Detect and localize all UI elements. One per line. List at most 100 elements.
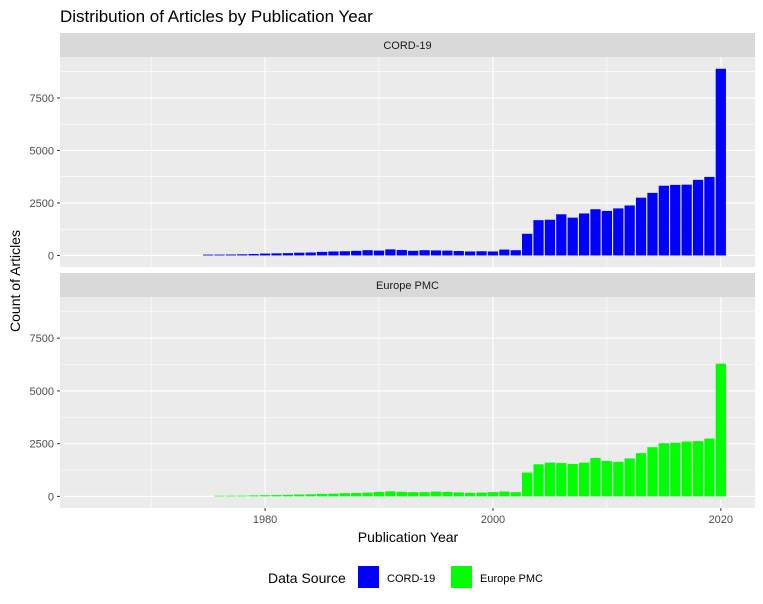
bar <box>624 458 635 497</box>
bar <box>339 251 350 256</box>
y-axis-title: Count of Articles <box>7 230 23 332</box>
bar <box>453 492 464 497</box>
bar <box>487 251 499 256</box>
bar <box>271 495 282 497</box>
bar <box>328 251 339 256</box>
bar <box>214 254 225 256</box>
bar <box>522 233 533 256</box>
bar <box>601 210 613 256</box>
bar <box>259 253 271 256</box>
bar <box>624 205 635 256</box>
bar <box>351 250 362 256</box>
bar <box>430 250 442 256</box>
bar <box>544 219 556 256</box>
y-tick-label: 2500 <box>30 198 54 210</box>
bar <box>522 472 533 497</box>
y-tick-label: 7500 <box>30 333 54 345</box>
bar <box>214 495 225 497</box>
bar <box>385 491 396 497</box>
bar <box>658 185 669 256</box>
facet-panel: Europe PMC 0 2500 5000 7500 <box>30 273 755 508</box>
bar <box>647 192 658 256</box>
bar <box>658 443 669 497</box>
bar <box>282 494 293 497</box>
y-tick-label: 7500 <box>30 93 54 105</box>
bar <box>601 460 613 497</box>
bar <box>442 491 453 497</box>
bar <box>590 457 601 497</box>
bar <box>465 492 476 497</box>
x-axis: 1980 2000 2020 <box>253 508 733 526</box>
bar <box>237 254 248 256</box>
bar <box>465 251 476 256</box>
bar <box>408 492 419 497</box>
bar <box>487 492 499 497</box>
bar <box>715 68 726 256</box>
bar <box>647 447 658 497</box>
bar <box>396 491 407 497</box>
bar <box>453 251 464 256</box>
bar <box>294 494 305 497</box>
bar <box>692 179 704 256</box>
bar <box>248 253 259 256</box>
bar <box>225 254 237 256</box>
facet-strip-label: Europe PMC <box>376 280 439 292</box>
bar <box>613 208 624 256</box>
y-tick-label: 2500 <box>30 439 54 451</box>
panels-layer: CORD-19 0 2500 5000 7500 Europe PMC 0 2500 5000 7… <box>30 33 755 508</box>
bar <box>476 251 487 256</box>
bar <box>237 495 248 497</box>
bar <box>670 184 681 256</box>
bar <box>316 493 328 497</box>
x-axis-title: Publication Year <box>358 529 459 545</box>
y-tick-label: 0 <box>48 491 54 503</box>
legend-swatch <box>451 566 472 588</box>
facet-strip <box>60 273 755 297</box>
bar <box>430 491 442 497</box>
legend-swatch <box>358 566 379 588</box>
facet-strip-label: CORD-19 <box>383 40 431 52</box>
bar <box>578 462 590 497</box>
bar <box>305 494 316 497</box>
bar <box>419 492 430 497</box>
bar <box>567 463 578 497</box>
bar <box>533 220 544 256</box>
bar <box>704 438 715 497</box>
y-tick-label: 5000 <box>30 145 54 157</box>
bar <box>533 464 544 497</box>
bar <box>476 492 487 497</box>
legend-entry: CORD-19 <box>358 566 435 588</box>
facet-strip <box>60 33 755 57</box>
bar <box>681 184 692 256</box>
bar <box>499 249 510 256</box>
x-tick-label: 1980 <box>253 514 277 526</box>
bar <box>328 493 339 497</box>
bar <box>635 453 647 497</box>
chart-title: Distribution of Articles by Publication … <box>60 7 373 26</box>
bar <box>715 363 726 497</box>
bar <box>692 441 704 497</box>
legend-label: Europe PMC <box>480 573 543 585</box>
bar <box>225 495 237 497</box>
bar <box>556 214 567 256</box>
bar <box>248 495 259 497</box>
bar <box>442 250 453 256</box>
y-tick-label: 0 <box>48 250 54 262</box>
bar <box>259 495 271 497</box>
bar <box>704 176 715 256</box>
bar <box>670 442 681 497</box>
bar <box>681 441 692 497</box>
bar <box>578 213 590 256</box>
bar <box>396 249 407 256</box>
bar <box>362 250 373 256</box>
bar <box>544 462 556 497</box>
bar <box>202 254 214 256</box>
legend-items: CORD-19 Europe PMC <box>358 566 543 588</box>
legend-title: Data Source <box>268 570 346 586</box>
bar <box>362 492 373 497</box>
bar <box>635 197 647 256</box>
bar <box>408 250 419 256</box>
bar <box>271 253 282 256</box>
facet-panel: CORD-19 0 2500 5000 7500 <box>30 33 755 267</box>
